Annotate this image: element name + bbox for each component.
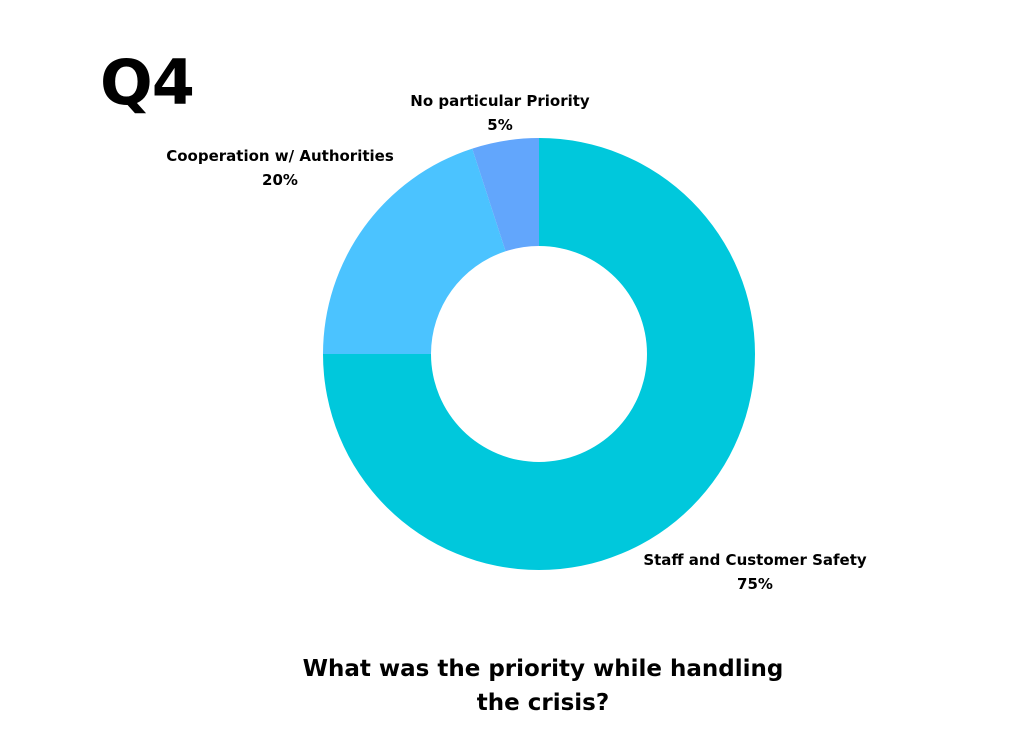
slice-label-name-0: Staff and Customer Safety [643, 551, 867, 569]
chart-question: What was the priority while handling the… [302, 656, 784, 716]
donut-slices [323, 138, 755, 570]
donut-slice-2 [472, 138, 539, 252]
donut-slice-1 [323, 148, 506, 354]
slice-label-name-2: No particular Priority [410, 92, 590, 110]
slice-label-value-1: 20% [262, 171, 298, 189]
slice-label-value-0: 75% [737, 575, 773, 593]
slice-labels: Staff and Customer Safety 75% Cooperation … [166, 92, 867, 593]
chart-badge: Q4 [100, 46, 195, 119]
slice-label-value-2: 5% [487, 116, 512, 134]
slice-label-name-1: Cooperation w/ Authorities [166, 147, 394, 165]
donut-slice-0 [323, 138, 755, 570]
